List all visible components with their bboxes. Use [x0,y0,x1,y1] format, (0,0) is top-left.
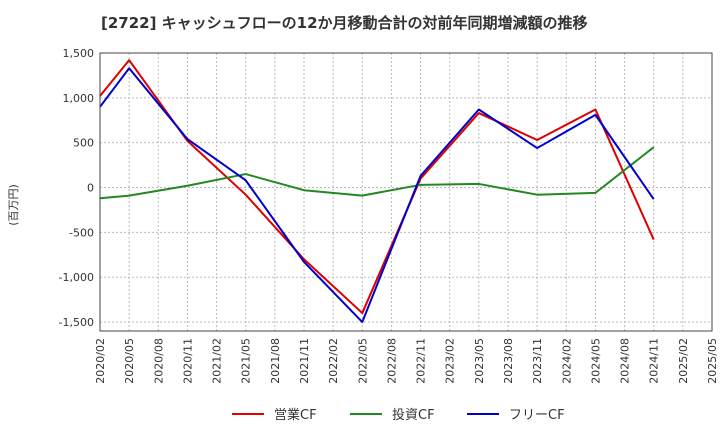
x-tick-label: 2023/02 [444,338,457,384]
x-tick-label: 2021/02 [211,338,224,384]
x-tick-label: 2023/11 [531,338,544,384]
x-axis-ticks: 2020/02 2020/05 2020/08 2020/11 2021/02 2021/… [94,338,719,384]
y-tick-label: -1,500 [59,316,94,329]
y-tick-label: 0 [87,182,94,195]
legend-label: 営業CF [274,407,317,423]
y-axis-ticks: 1,500 1,000 500 0 -500 -1,000 -1,500 [59,47,94,329]
series-line-3 [99,67,655,324]
y-tick-label: 1,500 [63,47,95,60]
x-tick-label: 2020/05 [123,338,136,384]
series-line-2 [99,146,655,200]
x-tick-label: 2021/08 [269,338,282,384]
x-tick-label: 2022/08 [385,338,398,384]
x-tick-label: 2024/08 [619,338,632,384]
x-tick-label: 2025/02 [677,338,690,384]
y-tick-label: -1,000 [59,271,94,284]
x-tick-label: 2022/11 [415,338,428,384]
y-tick-label: 1,000 [63,92,95,105]
y-tick-label: -500 [69,226,94,239]
x-tick-label: 2024/02 [560,338,573,384]
x-tick-label: 2022/02 [327,338,340,384]
x-tick-label: 2023/05 [473,338,486,384]
legend-label: フリーCF [509,408,565,423]
y-axis-label: (百万円) [7,184,20,226]
x-tick-label: 2024/05 [589,338,602,384]
chart-title: [2722] キャッシュフローの12か月移動合計の対前年同期増減額の推移 [101,14,588,32]
series-lines [99,59,655,324]
x-tick-label: 2024/11 [648,338,661,384]
y-tick-label: 500 [73,137,94,150]
x-tick-label: 2025/05 [706,338,719,384]
grid [99,52,713,331]
plot-frame [99,52,713,332]
x-tick-label: 2020/11 [181,338,194,384]
x-tick-label: 2020/02 [94,338,107,384]
x-tick-label: 2021/05 [240,338,253,384]
legend-label: 投資CF [392,407,435,423]
x-tick-label: 2021/11 [298,338,311,384]
x-tick-label: 2020/08 [152,338,165,384]
x-tick-label: 2023/08 [502,338,515,384]
legend: 営業CF 投資CF フリーCF [232,407,565,423]
x-tick-label: 2022/05 [356,338,369,384]
